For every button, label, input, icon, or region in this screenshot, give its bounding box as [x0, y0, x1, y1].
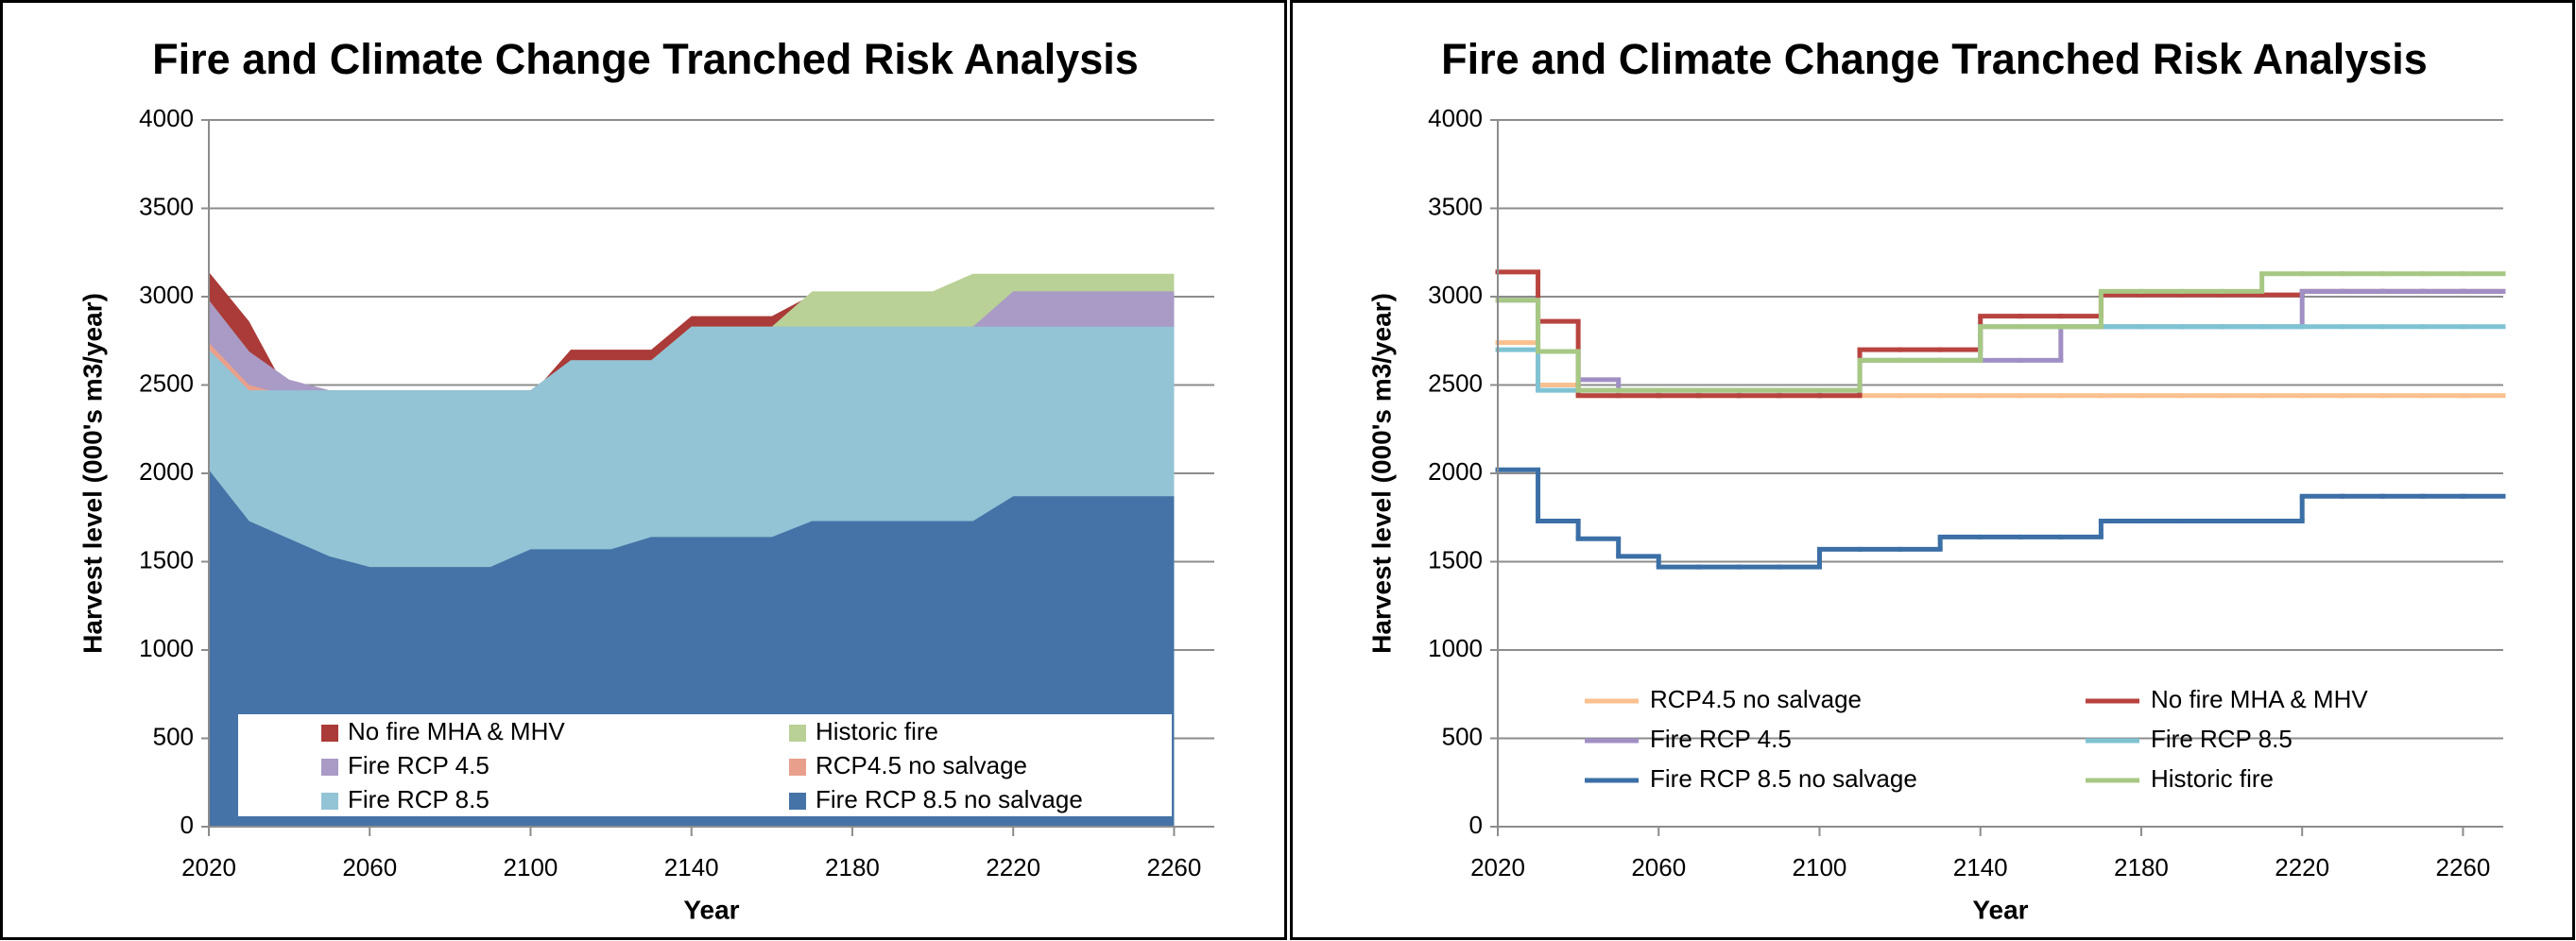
- x-tick-label: 2260: [2436, 853, 2491, 881]
- y-tick-label: 500: [1442, 722, 1483, 750]
- x-axis-label: Year: [1972, 895, 2028, 924]
- y-tick-label: 1000: [1428, 634, 1483, 662]
- legend-label: Fire RCP 8.5 no salvage: [816, 785, 1083, 813]
- y-axis-label: Harvest level (000's m3/year): [1366, 293, 1396, 654]
- x-tick-label: 2100: [504, 853, 558, 881]
- y-tick-label: 2000: [1428, 457, 1483, 486]
- y-tick-label: 1000: [139, 634, 194, 662]
- x-tick-label: 2060: [1631, 853, 1686, 881]
- x-tick-label: 2180: [2114, 853, 2169, 881]
- y-tick-label: 2500: [139, 368, 194, 397]
- legend-box: [238, 714, 1172, 816]
- legend-label: No fire MHA & MHV: [348, 717, 565, 745]
- x-tick-label: 2220: [986, 853, 1040, 881]
- y-tick-label: 4000: [1428, 104, 1483, 132]
- x-tick-label: 2220: [2275, 853, 2329, 881]
- panel-border: [1290, 0, 2575, 940]
- y-tick-label: 1500: [139, 545, 194, 573]
- y-tick-label: 3000: [1428, 281, 1483, 309]
- y-tick-label: 500: [153, 722, 194, 750]
- x-tick-label: 2140: [664, 853, 719, 881]
- y-tick-label: 3500: [1428, 192, 1483, 220]
- legend-swatch: [321, 793, 338, 810]
- legend-label: Fire RCP 4.5: [348, 751, 489, 779]
- y-tick-label: 3500: [139, 192, 194, 220]
- legend-label: Fire RCP 4.5: [1650, 725, 1792, 753]
- legend-label: Fire RCP 8.5: [2151, 725, 2293, 753]
- x-tick-label: 2100: [1793, 853, 1847, 881]
- legend-swatch: [789, 793, 806, 810]
- chart-title: Fire and Climate Change Tranched Risk An…: [1441, 35, 2428, 83]
- y-tick-label: 2000: [139, 457, 194, 486]
- x-tick-label: 2020: [1470, 853, 1525, 881]
- x-tick-label: 2140: [1953, 853, 2008, 881]
- x-tick-label: 2260: [1147, 853, 1202, 881]
- panel-border: [0, 0, 1287, 940]
- legend-label: RCP4.5 no salvage: [816, 751, 1027, 779]
- y-axis-label: Harvest level (000's m3/year): [77, 293, 107, 654]
- y-tick-label: 0: [1469, 811, 1483, 839]
- x-tick-label: 2180: [825, 853, 880, 881]
- legend-label: Historic fire: [2151, 764, 2274, 793]
- legend-label: RCP4.5 no salvage: [1650, 685, 1862, 713]
- legend-swatch: [789, 759, 806, 776]
- legend-label: No fire MHA & MHV: [2151, 685, 2368, 713]
- legend-swatch: [321, 759, 338, 776]
- y-tick-label: 1500: [1428, 545, 1483, 573]
- y-tick-label: 4000: [139, 104, 194, 132]
- y-tick-label: 2500: [1428, 368, 1483, 397]
- x-tick-label: 2020: [181, 853, 236, 881]
- x-axis-label: Year: [683, 895, 739, 924]
- chart-title: Fire and Climate Change Tranched Risk An…: [152, 35, 1139, 83]
- x-tick-label: 2060: [342, 853, 397, 881]
- y-tick-label: 3000: [139, 281, 194, 309]
- legend-swatch: [321, 725, 338, 742]
- legend-label: Fire RCP 8.5: [348, 785, 489, 813]
- y-tick-label: 0: [180, 811, 194, 839]
- legend-swatch: [789, 725, 806, 742]
- legend-label: Historic fire: [816, 717, 938, 745]
- legend-label: Fire RCP 8.5 no salvage: [1650, 764, 1917, 793]
